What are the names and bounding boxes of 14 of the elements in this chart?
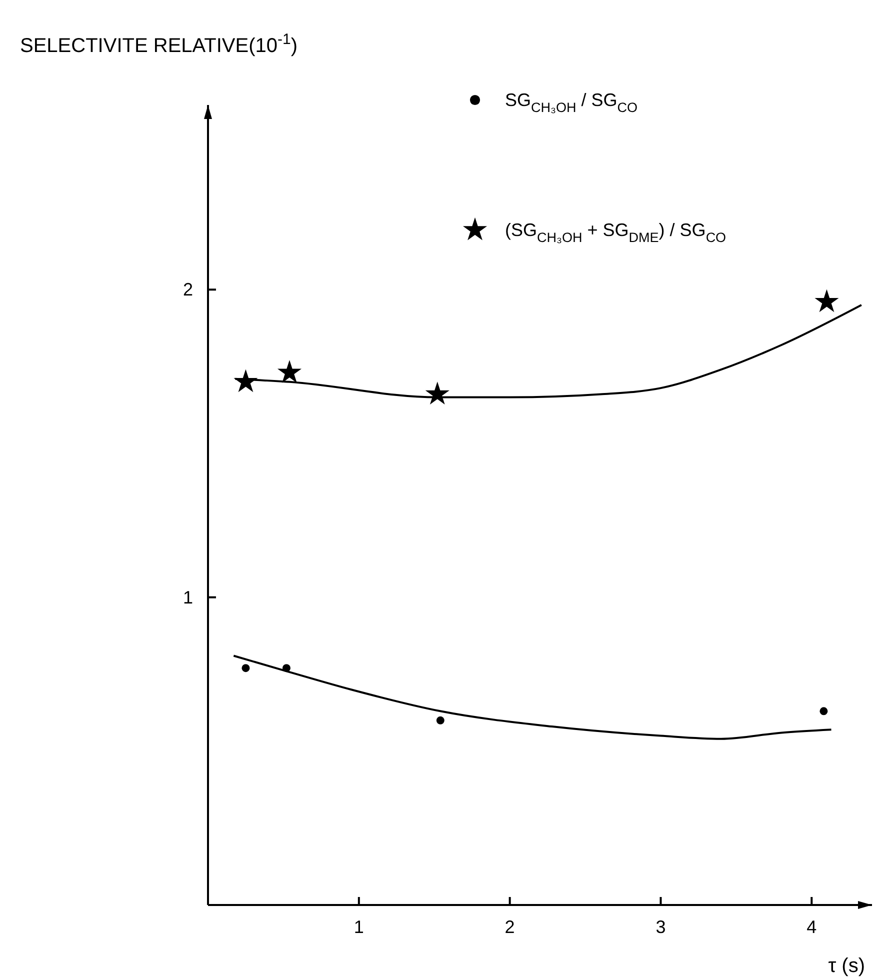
- line-series: [232, 654, 832, 740]
- point: [814, 289, 839, 312]
- x-tick-label: 4: [806, 917, 817, 937]
- y-axis-title: SELECTIVITE RELATIVE(10$^{-1}$): [20, 30, 298, 57]
- legend-label: (SG$_{CH₃OH}$ + SG$_{DME}$) / SG$_{CO}$: [505, 220, 726, 245]
- x-axis-title: τ (s): [828, 955, 865, 977]
- point: [436, 716, 444, 724]
- point: [277, 360, 302, 383]
- x-tick-label: 2: [504, 917, 515, 937]
- legend-label: SG$_{CH₃OH}$ / SG$_{CO}$: [505, 90, 638, 115]
- point: [242, 664, 250, 672]
- x-tick-label: 3: [656, 917, 666, 937]
- point: [820, 707, 828, 716]
- x-tick-label: 1: [354, 917, 364, 937]
